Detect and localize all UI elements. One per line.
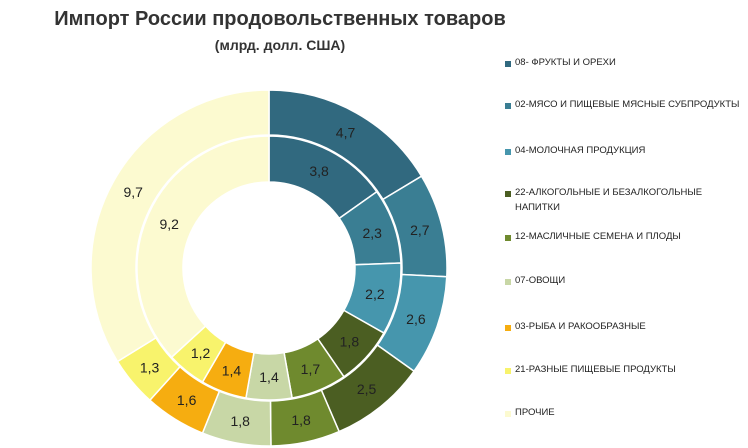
legend-label: ПРОЧИЕ: [515, 407, 555, 418]
data-label-outer-7: 1,6: [177, 392, 197, 408]
legend-swatch: [505, 149, 511, 155]
legend-swatch: [505, 325, 511, 331]
data-label-inner-2: 2,3: [362, 225, 382, 241]
legend-swatch: [505, 368, 511, 374]
data-label-inner-5: 1,7: [301, 361, 321, 377]
legend-swatch: [505, 279, 511, 285]
legend-swatch: [505, 103, 511, 109]
data-label-inner-7: 1,4: [222, 362, 242, 378]
chart-title: Импорт России продовольственных товаров: [54, 8, 506, 30]
legend-item: 08- ФРУКТЫ И ОРЕХИ: [505, 57, 740, 70]
data-label-outer-6: 1,8: [230, 413, 250, 429]
data-label-inner-3: 2,2: [365, 286, 385, 302]
legend-label: 02-МЯСО И ПИЩЕВЫЕ МЯСНЫЕ СУБПРОДУКТЫ: [515, 99, 740, 110]
legend-item: 03-РЫБА И РАКООБРАЗНЫЕ: [505, 321, 740, 334]
legend-label: 04-МОЛОЧНАЯ ПРОДУКЦИЯ: [515, 145, 646, 156]
data-label-outer-8: 1,3: [140, 360, 160, 376]
data-label-inner-6: 1,4: [259, 369, 279, 385]
data-label-inner-9: 9,2: [160, 216, 180, 232]
legend-label: 21-РАЗНЫЕ ПИЩЕВЫЕ ПРОДУКТЫ: [515, 364, 676, 375]
legend-swatch: [505, 61, 511, 67]
legend-label: 03-РЫБА И РАКООБРАЗНЫЕ: [515, 321, 646, 332]
legend-label: 22-АЛКОГОЛЬНЫЕ И БЕЗАЛКОГОЛЬНЫЕ НАПИТКИ: [515, 187, 703, 213]
data-label-outer-1: 4,7: [336, 125, 356, 141]
data-label-outer-4: 2,5: [357, 381, 377, 397]
legend-label: 08- ФРУКТЫ И ОРЕХИ: [515, 57, 616, 68]
donut-slice-inner-9: [136, 135, 270, 359]
data-label-outer-5: 1,8: [291, 412, 311, 428]
donut-slice-outer-9: [90, 89, 270, 363]
legend-label: 07-ОВОЩИ: [515, 275, 566, 286]
chart-subtitle: (млрд. долл. США): [214, 37, 346, 53]
legend-label: 12-МАСЛИЧНЫЕ СЕМЕНА И ПЛОДЫ: [515, 231, 681, 242]
data-label-outer-2: 2,7: [410, 222, 430, 238]
legend-item: 02-МЯСО И ПИЩЕВЫЕ МЯСНЫЕ СУБПРОДУКТЫ: [505, 99, 740, 112]
legend-item: 12-МАСЛИЧНЫЕ СЕМЕНА И ПЛОДЫ: [505, 231, 740, 244]
data-label-inner-1: 3,8: [309, 163, 329, 179]
data-label-inner-8: 1,2: [191, 345, 211, 361]
data-label-outer-3: 2,6: [406, 311, 426, 327]
legend-item: 22-АЛКОГОЛЬНЫЕ И БЕЗАЛКОГОЛЬНЫЕ НАПИТКИ: [505, 187, 740, 215]
legend-item: 07-ОВОЩИ: [505, 275, 740, 288]
data-label-inner-4: 1,8: [340, 334, 360, 350]
legend-item: 04-МОЛОЧНАЯ ПРОДУКЦИЯ: [505, 145, 740, 158]
legend-swatch: [505, 191, 511, 197]
data-label-outer-9: 9,7: [123, 184, 143, 200]
legend-item: 21-РАЗНЫЕ ПИЩЕВЫЕ ПРОДУКТЫ: [505, 364, 740, 377]
legend-swatch: [505, 411, 511, 417]
legend-swatch: [505, 235, 511, 241]
legend-item: ПРОЧИЕ: [505, 407, 740, 420]
